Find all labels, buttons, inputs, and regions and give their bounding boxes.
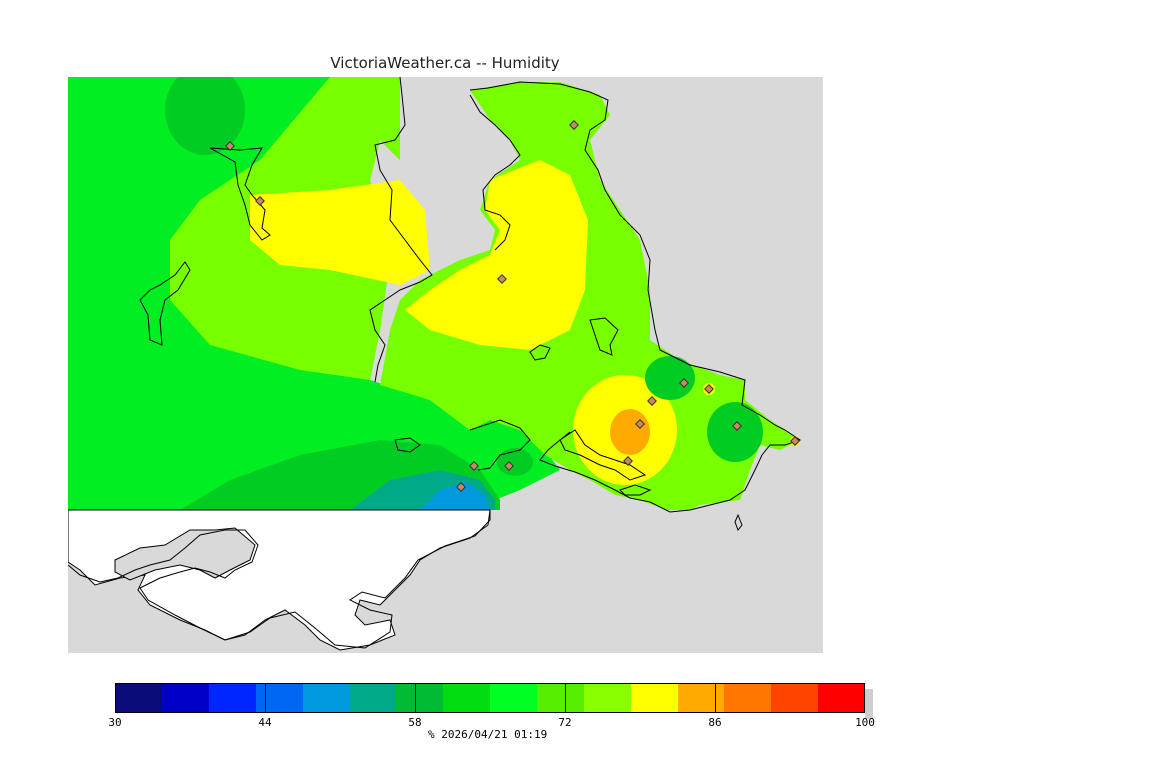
legend-swatch [443, 683, 490, 713]
region-darkgreen-nw [165, 77, 245, 155]
station-9 [732, 421, 742, 431]
island-outline-1 [114, 527, 256, 581]
legend-swatch [490, 683, 537, 713]
station-2 [255, 196, 265, 206]
map-title: VictoriaWeather.ca -- Humidity [330, 54, 560, 72]
legend-swatch [771, 683, 819, 713]
station-4 [497, 274, 507, 284]
station-1 [225, 141, 235, 151]
legend-swatch [677, 683, 725, 713]
legend-swatch [583, 683, 631, 713]
legend-tick-label: 44 [258, 716, 272, 729]
station-3 [569, 120, 579, 130]
station-10 [504, 461, 514, 471]
legend-tick-label: 72 [558, 716, 572, 729]
region-green-east-3 [497, 448, 533, 476]
legend-swatch [208, 683, 256, 713]
legend-tick-label: 58 [408, 716, 422, 729]
legend-tick-label: 100 [855, 716, 875, 729]
station-7 [647, 396, 657, 406]
legend-swatch [536, 683, 584, 713]
legend-swatch [396, 683, 444, 713]
station-13 [790, 436, 800, 446]
legend-shadow [865, 689, 873, 719]
legend-swatch [115, 683, 162, 713]
legend-tick [415, 683, 416, 713]
legend-tick [565, 683, 566, 713]
legend-tick [715, 683, 716, 713]
legend-swatch [255, 683, 303, 713]
legend-swatch [161, 683, 209, 713]
legend-tick [265, 683, 266, 713]
legend-tick-label: 30 [108, 716, 122, 729]
station-6 [704, 384, 714, 394]
legend-swatch [818, 683, 865, 713]
region-blue [420, 482, 490, 510]
legend-swatch [630, 683, 678, 713]
station-12 [456, 482, 466, 492]
legend-swatch [724, 683, 772, 713]
legend-swatch [302, 683, 350, 713]
region-orange [610, 409, 650, 455]
station-8 [635, 419, 645, 429]
legend-swatch [349, 683, 397, 713]
region-peninsula [380, 82, 800, 510]
color-legend [115, 683, 865, 713]
region-green-east-1 [645, 356, 695, 400]
footer-timestamp: % 2026/04/21 01:19 [428, 728, 548, 741]
humidity-field [68, 77, 800, 510]
region-yellow-west [250, 180, 430, 285]
station-14 [623, 456, 633, 466]
station-markers [225, 120, 800, 492]
legend-tick-label: 86 [708, 716, 722, 729]
station-11 [469, 461, 479, 471]
station-5 [679, 378, 689, 388]
coastlines [68, 77, 802, 649]
region-green-east-2 [707, 402, 763, 462]
region-yellow-peninsula [405, 160, 588, 350]
